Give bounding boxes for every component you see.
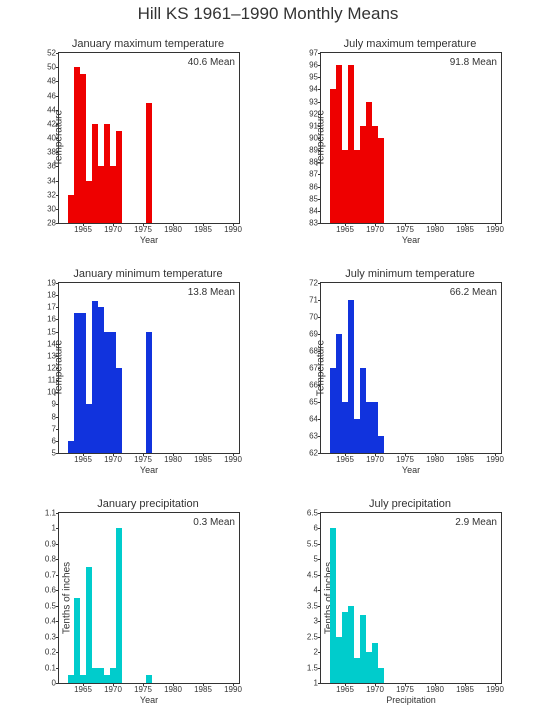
bar: [342, 612, 347, 683]
chart-title: July maximum temperature: [320, 38, 500, 50]
bar: [104, 332, 109, 453]
bar: [336, 334, 341, 453]
bar: [146, 103, 151, 223]
bar: [86, 181, 91, 224]
bar: [366, 402, 371, 453]
bar: [86, 567, 91, 683]
bar: [68, 675, 73, 683]
chart-title: July minimum temperature: [320, 268, 500, 280]
page-title: Hill KS 1961–1990 Monthly Means: [0, 4, 536, 24]
chart-title: January precipitation: [58, 498, 238, 510]
x-axis-label: Year: [59, 695, 239, 705]
bar: [378, 436, 383, 453]
plot-area: Tenths of inchesPrecipitation2.9 Mean11.…: [320, 512, 502, 684]
chart-title: January minimum temperature: [58, 268, 238, 280]
x-axis-label: Year: [321, 235, 501, 245]
bar: [92, 301, 97, 453]
bar: [98, 668, 103, 683]
bar: [110, 668, 115, 683]
bar: [330, 368, 335, 453]
chart-panel: July minimum temperature TemperatureYear6…: [320, 268, 500, 454]
bar: [74, 67, 79, 223]
x-axis-label: Year: [59, 235, 239, 245]
bar: [354, 419, 359, 453]
plot-area: TemperatureYear40.6 Mean2830323436384042…: [58, 52, 240, 224]
x-axis-label: Year: [321, 465, 501, 475]
bar: [372, 402, 377, 453]
plot-area: TemperatureYear13.8 Mean5678910111213141…: [58, 282, 240, 454]
bar: [366, 102, 371, 223]
bar: [116, 528, 121, 683]
chart-panel: January precipitation Tenths of inchesYea…: [58, 498, 238, 684]
y-axis-label: Tenths of inches: [62, 562, 73, 634]
bar: [74, 313, 79, 453]
bar: [342, 150, 347, 223]
x-axis-label: Precipitation: [321, 695, 501, 705]
bar: [330, 89, 335, 223]
bar: [92, 668, 97, 683]
bar: [104, 124, 109, 223]
bar: [378, 668, 383, 683]
bar: [360, 615, 365, 683]
mean-label: 13.8 Mean: [188, 287, 235, 298]
bar: [354, 658, 359, 683]
bar: [110, 166, 115, 223]
bar: [98, 166, 103, 223]
bar: [80, 74, 85, 223]
mean-label: 0.3 Mean: [193, 517, 235, 528]
bar: [68, 195, 73, 223]
bar: [342, 402, 347, 453]
bar: [372, 126, 377, 223]
bar: [372, 643, 377, 683]
bar: [348, 606, 353, 683]
bar: [146, 332, 151, 453]
bar: [354, 150, 359, 223]
plot-area: TemperatureYear91.8 Mean8384858687888990…: [320, 52, 502, 224]
plot-area: Tenths of inchesYear0.3 Mean00.10.20.30.…: [58, 512, 240, 684]
bar: [92, 124, 97, 223]
bar: [378, 138, 383, 223]
mean-label: 66.2 Mean: [450, 287, 497, 298]
bar: [348, 65, 353, 223]
chart-title: January maximum temperature: [58, 38, 238, 50]
bar: [348, 300, 353, 453]
bar: [98, 307, 103, 453]
chart-panel: January minimum temperature TemperatureYe…: [58, 268, 238, 454]
bar: [360, 126, 365, 223]
bar: [104, 675, 109, 683]
bar: [86, 404, 91, 453]
chart-panel: July precipitation Tenths of inchesPrecip…: [320, 498, 500, 684]
mean-label: 91.8 Mean: [450, 57, 497, 68]
bar: [336, 65, 341, 223]
plot-area: TemperatureYear66.2 Mean6263646566676869…: [320, 282, 502, 454]
bar: [74, 598, 79, 683]
bar: [116, 131, 121, 223]
chart-panel: July maximum temperature TemperatureYear9…: [320, 38, 500, 224]
x-axis-label: Year: [59, 465, 239, 475]
bar: [80, 313, 85, 453]
bar: [360, 368, 365, 453]
bar: [68, 441, 73, 453]
bar: [116, 368, 121, 453]
chart-title: July precipitation: [320, 498, 500, 510]
bar: [336, 637, 341, 683]
bar: [366, 652, 371, 683]
mean-label: 2.9 Mean: [455, 517, 497, 528]
mean-label: 40.6 Mean: [188, 57, 235, 68]
chart-panel: January maximum temperature TemperatureYe…: [58, 38, 238, 224]
bar: [80, 675, 85, 683]
bar: [330, 528, 335, 683]
bar: [110, 332, 115, 453]
bar: [146, 675, 151, 683]
